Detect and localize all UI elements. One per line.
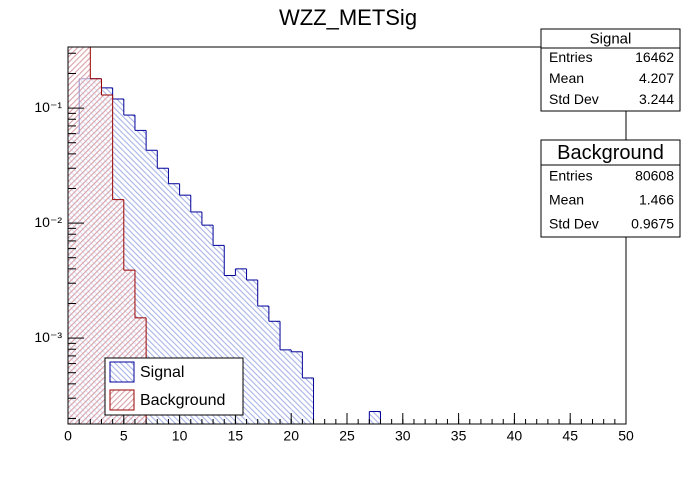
bar: [79, 47, 91, 424]
bar: [123, 115, 135, 424]
bar: [291, 351, 303, 424]
legend-label: Background: [140, 392, 225, 409]
stats-label: Entries: [549, 168, 593, 184]
bar: [224, 275, 236, 424]
stats-value: 80608: [635, 168, 674, 184]
bar: [134, 130, 147, 424]
stats-value: 4.207: [639, 70, 674, 86]
legend-swatch: [109, 361, 135, 383]
bar: [302, 377, 314, 424]
x-tick-label: 5: [120, 428, 128, 444]
stats-label: Entries: [549, 49, 593, 65]
bar: [268, 321, 281, 424]
stats-title: Signal: [590, 30, 632, 47]
bar: [112, 199, 124, 424]
stats-box: [540, 139, 681, 238]
stats-value: 16462: [635, 49, 674, 65]
bar: [246, 280, 258, 424]
x-tick-label: 10: [172, 428, 188, 444]
legend-swatch: [109, 389, 135, 411]
bar: [123, 270, 135, 424]
bar: [257, 306, 269, 424]
x-tick-label: 20: [283, 428, 299, 444]
bar: [179, 195, 191, 424]
x-tick-label: 50: [618, 428, 634, 444]
stats-value: 0.9675: [631, 216, 674, 232]
chart-title: WZZ_METSig: [279, 5, 417, 30]
legend-label: Signal: [140, 364, 184, 381]
bar: [235, 268, 247, 424]
x-tick-label: 15: [228, 428, 244, 444]
y-tick-label: 10⁻³: [34, 329, 62, 345]
stats-value: 3.244: [639, 91, 674, 107]
y-tick-label: 10⁻¹: [34, 99, 62, 115]
bar: [146, 150, 158, 424]
bar: [101, 95, 113, 424]
stats-box: [540, 28, 681, 112]
x-tick-label: 0: [64, 428, 72, 444]
bar: [157, 168, 169, 424]
x-tick-label: 45: [562, 428, 578, 444]
bar: [369, 411, 381, 424]
stats-label: Mean: [549, 192, 584, 208]
plot-area: [68, 47, 381, 424]
stats-value: 1.466: [639, 192, 674, 208]
stats-label: Std Dev: [549, 91, 599, 107]
bar: [280, 349, 292, 424]
bar: [90, 78, 102, 424]
x-tick-label: 40: [507, 428, 523, 444]
stats-label: Mean: [549, 70, 584, 86]
y-tick-label: 10⁻²: [34, 214, 62, 230]
bar: [190, 211, 202, 424]
bar: [168, 183, 180, 424]
bar: [213, 245, 225, 424]
x-tick-label: 30: [395, 428, 411, 444]
bar: [201, 225, 214, 424]
bar: [68, 47, 80, 424]
x-tick-label: 25: [339, 428, 355, 444]
stats-title: Background: [557, 142, 664, 164]
x-tick-label: 35: [451, 428, 467, 444]
stats-label: Std Dev: [549, 216, 599, 232]
